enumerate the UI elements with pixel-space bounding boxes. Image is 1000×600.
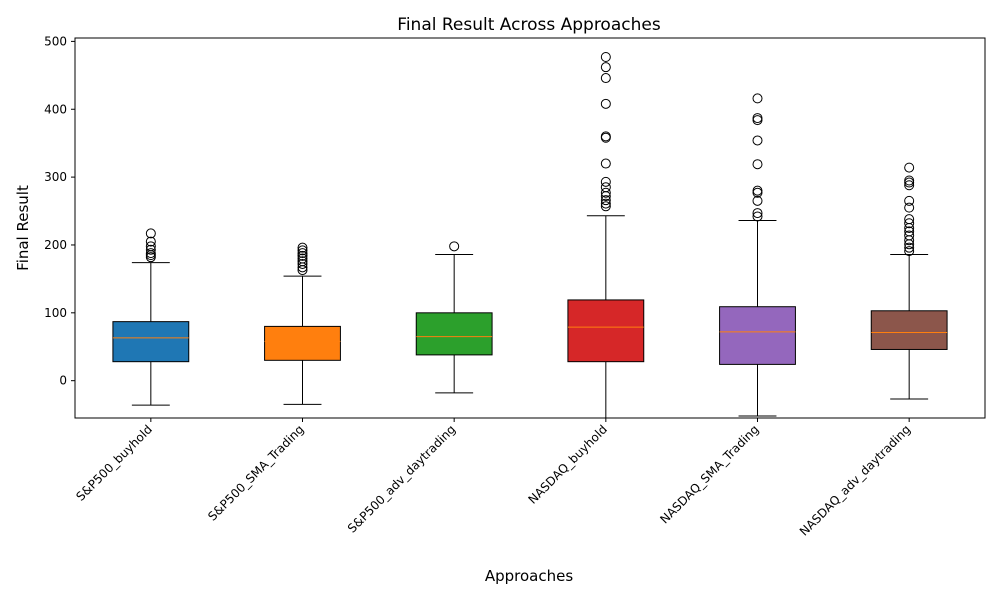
outlier-point — [904, 195, 915, 206]
outlier-point — [600, 198, 611, 209]
outlier-point — [752, 93, 763, 104]
y-tick-label: 300 — [44, 170, 67, 184]
outlier-point — [752, 135, 763, 146]
y-tick-label: 500 — [44, 34, 67, 48]
y-tick-label: 0 — [59, 374, 67, 388]
outlier-point — [145, 241, 156, 252]
outlier-point — [600, 52, 611, 62]
outlier-point — [600, 62, 611, 73]
outlier-point — [145, 248, 156, 259]
outlier-point — [904, 226, 915, 237]
y-axis-label: Final Result — [14, 185, 32, 271]
outlier-point — [752, 208, 763, 219]
outlier-point — [145, 244, 156, 255]
box — [112, 321, 190, 363]
y-tick-label: 400 — [44, 102, 67, 116]
outlier-point — [752, 159, 763, 170]
outlier-point — [600, 201, 611, 212]
outlier-point — [297, 258, 308, 269]
outlier-point — [600, 98, 611, 109]
outlier-point — [904, 218, 915, 229]
box — [870, 310, 948, 350]
outlier-point — [449, 241, 460, 252]
outlier-point — [904, 246, 915, 257]
outlier-point — [297, 245, 308, 256]
y-tick-label: 100 — [44, 306, 67, 320]
outlier-point — [904, 175, 915, 186]
outlier-point — [904, 162, 915, 173]
box — [415, 312, 493, 356]
chart-title: Final Result Across Approaches — [397, 15, 661, 35]
x-axis-label: Approaches — [485, 567, 573, 585]
outlier-point — [600, 182, 611, 193]
outlier-point — [752, 113, 763, 124]
outlier-point — [297, 242, 308, 253]
outlier-point — [600, 158, 611, 169]
outlier-point — [752, 185, 763, 196]
outlier-point — [600, 187, 611, 198]
outlier-point — [600, 73, 611, 84]
box — [567, 299, 645, 363]
outlier-point — [600, 131, 611, 142]
box — [719, 306, 796, 365]
outlier-point — [600, 176, 611, 187]
outlier-point — [752, 195, 763, 206]
outlier-point — [145, 236, 156, 247]
outlier-point — [904, 242, 915, 253]
plot-frame — [74, 37, 986, 419]
outlier-point — [904, 202, 915, 213]
outlier-point — [297, 253, 308, 264]
outlier-point — [904, 214, 915, 225]
outlier-point — [904, 180, 915, 191]
outlier-point — [297, 256, 308, 267]
box — [264, 325, 341, 361]
outlier-point — [297, 248, 308, 259]
outlier-point — [297, 250, 308, 261]
outlier-point — [904, 230, 915, 241]
y-tick-label: 200 — [44, 238, 67, 252]
outlier-point — [600, 195, 611, 206]
outlier-point — [752, 211, 763, 222]
outlier-point — [145, 228, 156, 239]
